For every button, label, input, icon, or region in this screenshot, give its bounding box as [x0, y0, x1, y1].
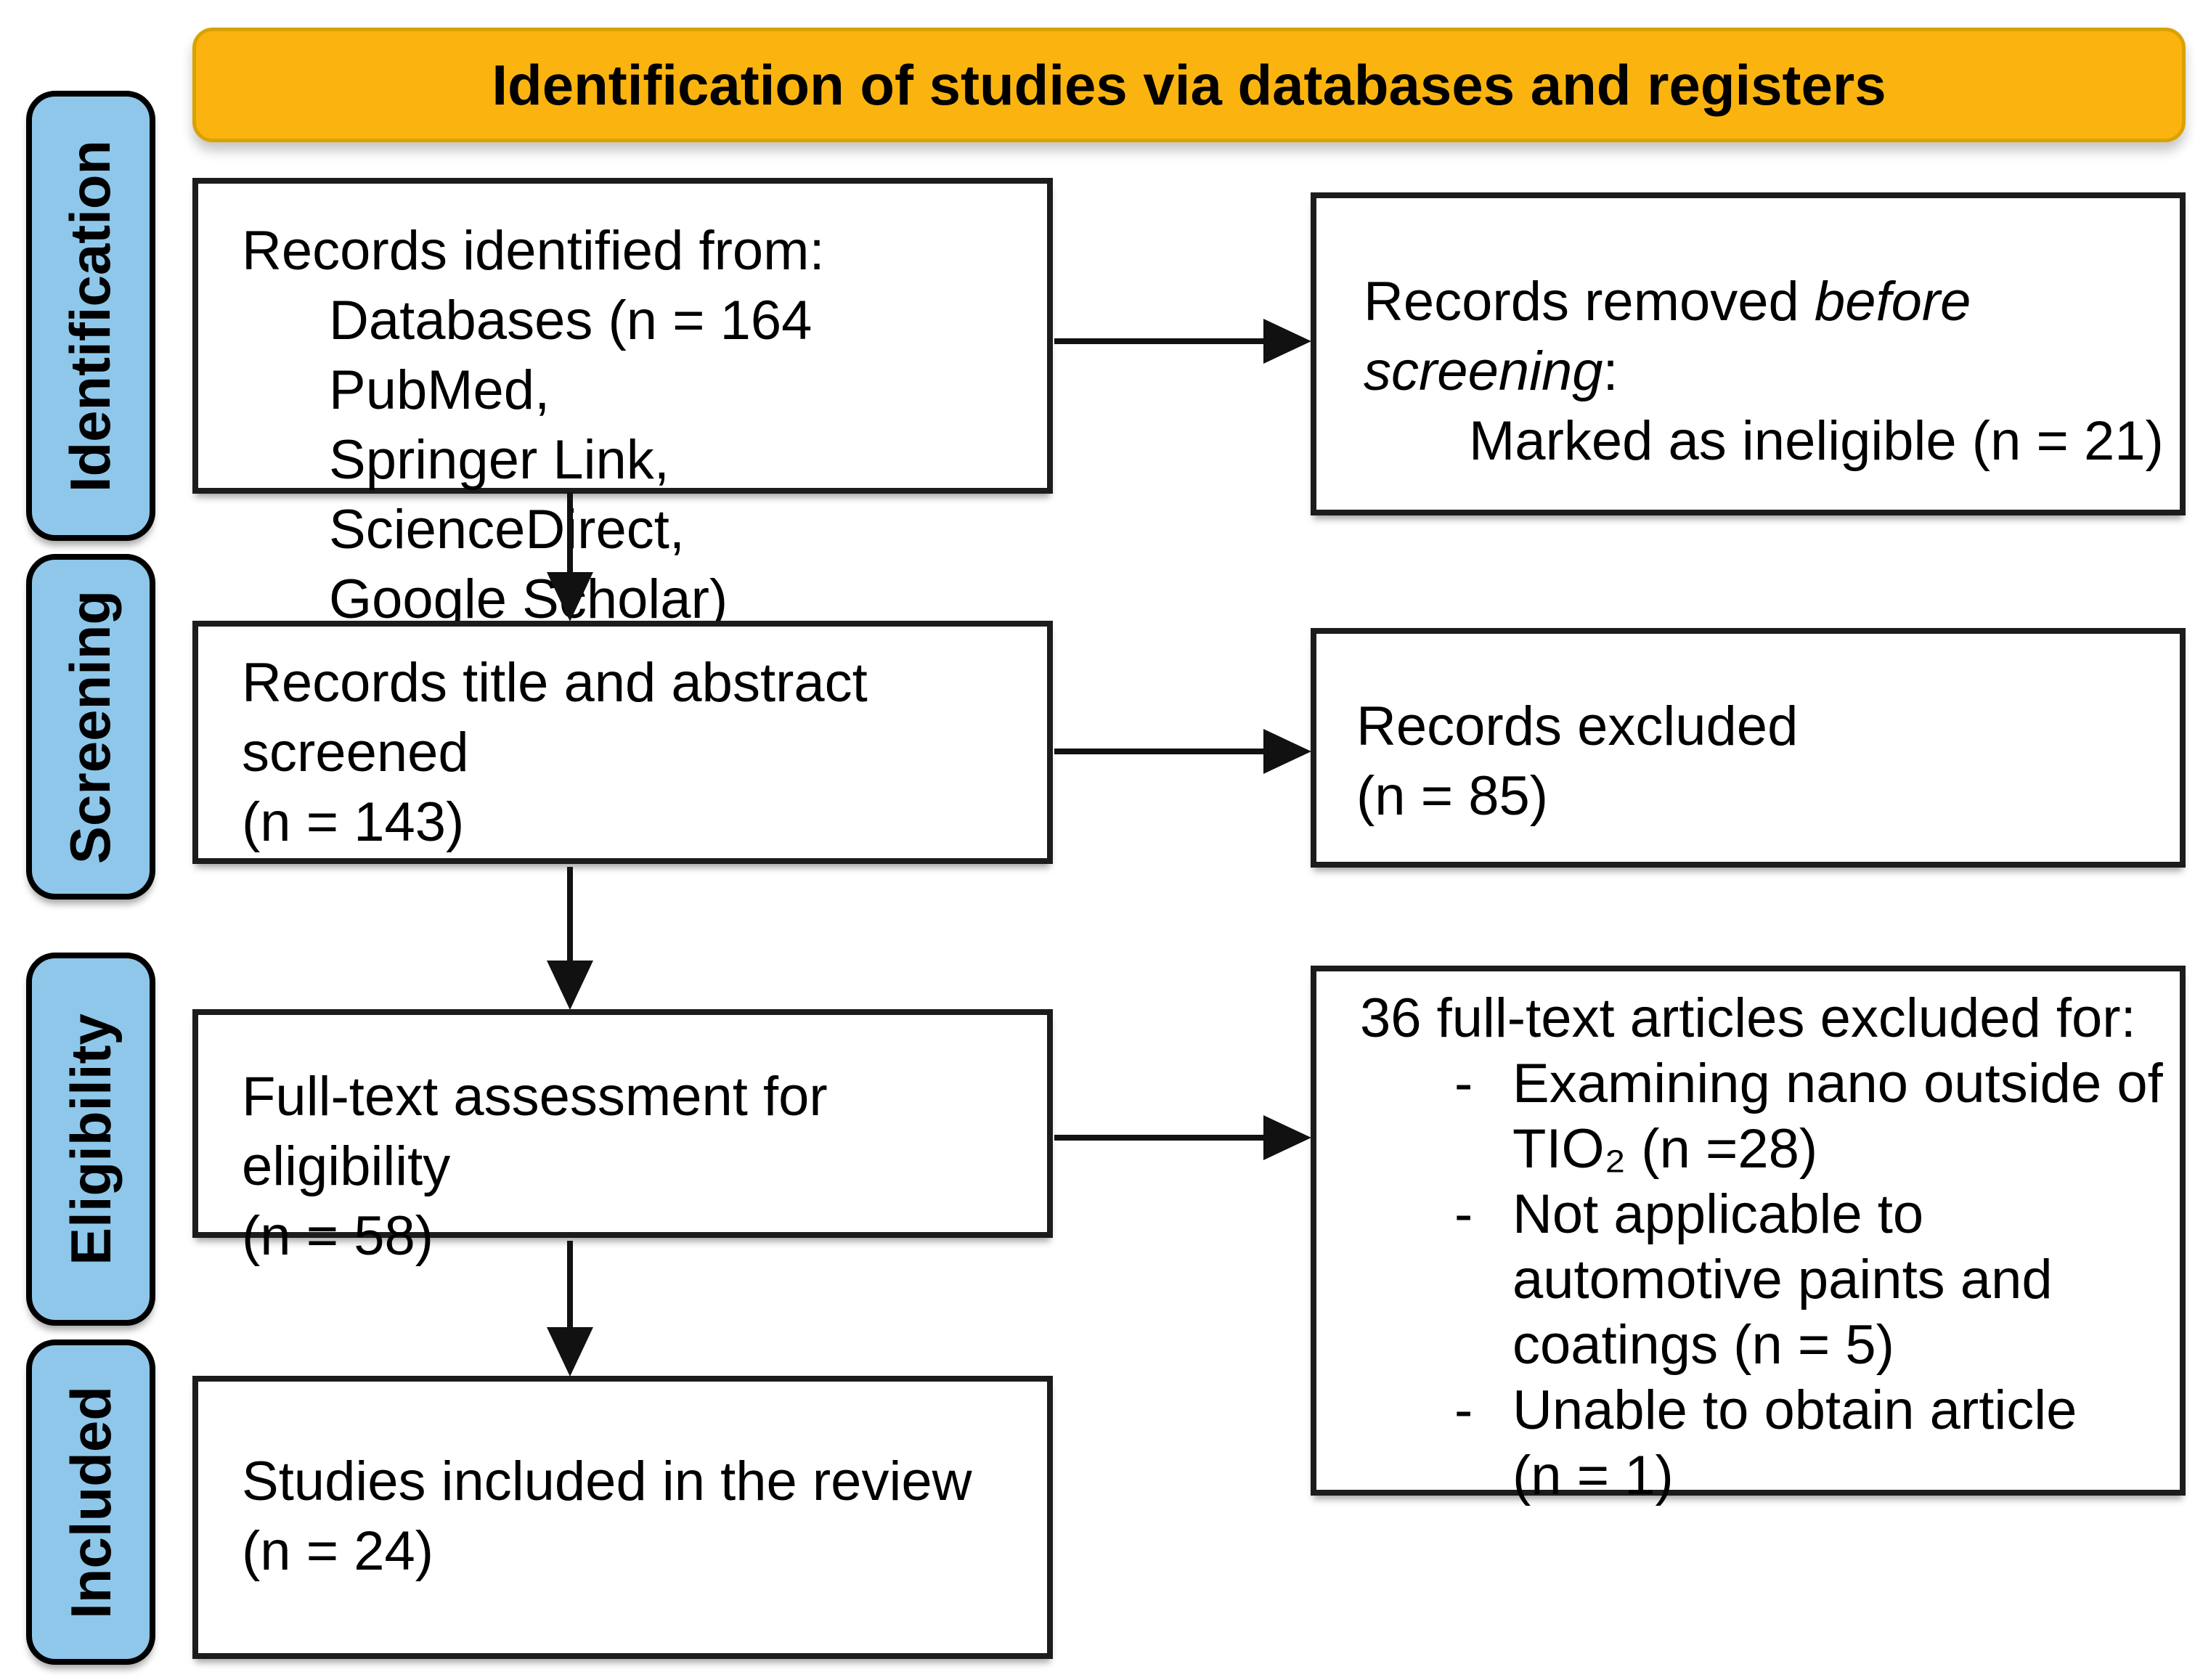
bullet-line: (n = 1) [1512, 1445, 1674, 1506]
records-identified-detail: Google Scholar) [329, 568, 728, 630]
fulltext-excluded-bullets: - Examining nano outside of TIO₂ (n =28)… [1356, 1051, 2169, 1509]
banner-title: Identification of studies via databases … [492, 52, 1886, 117]
box-records-screened: Records title and abstract screened (n =… [192, 621, 1053, 864]
box-fulltext-assessment: Full-text assessment for eligibility (n … [192, 1009, 1053, 1267]
arrow-shaft [1054, 338, 1266, 344]
bullet-text: Unable to obtain article (n = 1) [1512, 1378, 2077, 1509]
bullet-text: Not applicable to automotive paints and … [1512, 1182, 2053, 1378]
bullet-line: Unable to obtain article [1512, 1379, 2077, 1441]
arrowhead-right-icon [1263, 319, 1311, 364]
banner: Identification of studies via databases … [192, 28, 2186, 142]
box-records-excluded: Records excluded (n = 85) [1311, 628, 2186, 868]
records-identified-detail: Databases (n = 164 PubMed, [329, 290, 813, 421]
records-excluded-line: Records excluded [1356, 696, 1799, 757]
records-removed-line1-pre: Records removed [1364, 271, 1815, 333]
stage-label-screening-text: Screening [58, 590, 123, 864]
arrow-shaft [1054, 1135, 1266, 1141]
stage-label-included-text: Included [58, 1385, 123, 1619]
bullet-line: TIO₂ (n =28) [1512, 1118, 1818, 1180]
bullet-text: Examining nano outside of TIO₂ (n =28) [1512, 1051, 2163, 1182]
bullet-line: Examining nano outside of [1512, 1053, 2163, 1114]
records-removed-line2-italic: screening [1364, 341, 1603, 402]
fulltext-assessment-line: Full-text assessment for eligibility [242, 1066, 828, 1197]
arrow-shaft [1054, 749, 1266, 754]
stage-label-included: Included [26, 1339, 155, 1665]
records-removed-line2: screening: [1364, 337, 2165, 407]
records-identified-heading: Records identified from: [242, 220, 825, 282]
studies-included-line: Studies included in the review [242, 1451, 972, 1512]
bullet-line: coatings (n = 5) [1512, 1314, 1894, 1376]
records-screened-line: Records title and abstract [242, 652, 868, 714]
records-removed-line1: Records removed before [1364, 267, 2165, 337]
arrowhead-down-icon [547, 1327, 593, 1377]
box-fulltext-excluded: 36 full-text articles excluded for: - Ex… [1311, 966, 2186, 1506]
arrow-shaft [567, 1241, 573, 1332]
arrow-shaft [567, 867, 573, 965]
studies-included-count: (n = 24) [242, 1520, 434, 1582]
arrowhead-right-icon [1263, 729, 1311, 774]
records-screened-count: (n = 143) [242, 791, 465, 853]
records-excluded-count: (n = 85) [1356, 765, 1549, 827]
fulltext-excluded-heading: 36 full-text articles excluded for: [1360, 987, 2136, 1049]
fulltext-assessment-count: (n = 58) [242, 1205, 434, 1267]
records-screened-line: screened [242, 722, 469, 783]
records-removed-line1-italic: before [1814, 271, 1971, 333]
stage-label-screening: Screening [26, 554, 155, 900]
arrow-shaft [567, 492, 573, 578]
box-records-removed: Records removed before screening: Marked… [1311, 192, 2186, 515]
fulltext-excluded-bullet: - Not applicable to automotive paints an… [1454, 1182, 2169, 1378]
box-records-identified: Records identified from: Databases (n = … [192, 178, 1053, 630]
records-removed-line2-post: : [1603, 341, 1618, 402]
bullet-line: Not applicable to [1512, 1183, 1924, 1245]
stage-label-identification-text: Identification [58, 139, 123, 492]
arrowhead-down-icon [547, 961, 593, 1010]
bullet-line: automotive paints and [1512, 1249, 2053, 1310]
bullet-dash: - [1454, 1379, 1473, 1441]
box-studies-included: Studies included in the review (n = 24) [192, 1376, 1053, 1659]
stage-label-eligibility: Eligibility [26, 953, 155, 1326]
arrowhead-right-icon [1263, 1115, 1311, 1160]
records-identified-detail: Springer Link, ScienceDirect, [329, 429, 685, 560]
records-removed-detail: Marked as ineligible (n = 21) [1469, 410, 2164, 472]
arrowhead-down-icon [547, 572, 593, 621]
fulltext-excluded-bullet: - Examining nano outside of TIO₂ (n =28) [1454, 1051, 2169, 1182]
bullet-dash: - [1454, 1183, 1473, 1245]
fulltext-excluded-bullet: - Unable to obtain article (n = 1) [1454, 1378, 2169, 1509]
stage-label-identification: Identification [26, 91, 155, 541]
bullet-dash: - [1454, 1053, 1473, 1114]
stage-label-eligibility-text: Eligibility [58, 1013, 123, 1265]
